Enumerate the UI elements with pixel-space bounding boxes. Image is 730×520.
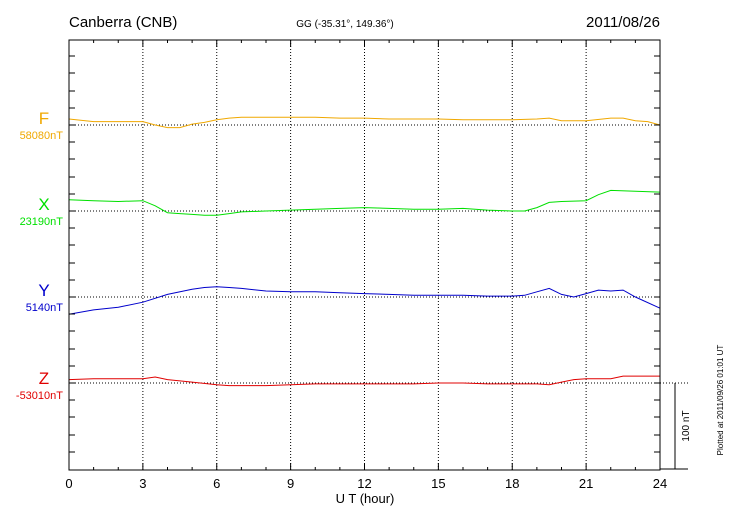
baseline-label-f: 58080nT xyxy=(20,130,64,142)
x-tick-label: 21 xyxy=(579,476,593,491)
component-labels: F 58080nT X 23190nT Y 5140nT Z -53010nT xyxy=(16,109,63,402)
legend-z: Z xyxy=(39,369,49,388)
baseline-label-x: 23190nT xyxy=(20,216,64,228)
x-tick-labels: 0 3 6 9 12 15 18 21 24 xyxy=(65,476,667,491)
scale-bar: 100 nT xyxy=(660,383,692,470)
x-tick-label: 0 xyxy=(65,476,72,491)
x-axis-label: U T (hour) xyxy=(336,491,395,506)
x-tick-label: 15 xyxy=(431,476,445,491)
legend-f: F xyxy=(39,109,49,128)
x-tick-label: 3 xyxy=(139,476,146,491)
date-label: 2011/08/26 xyxy=(586,14,660,31)
gridlines xyxy=(142,40,587,470)
series-line-x xyxy=(68,189,661,216)
plotted-at-note: Plotted at 2011/09/26 01:01 UT xyxy=(716,345,725,456)
series-line-f xyxy=(68,116,661,129)
coordinates-label: GG (-35.31°, 149.36°) xyxy=(296,19,394,30)
station-title: Canberra (CNB) xyxy=(69,14,177,31)
x-tick-label: 6 xyxy=(213,476,220,491)
baseline-label-z: -53010nT xyxy=(16,390,63,402)
baseline-label-y: 5140nT xyxy=(26,302,64,314)
series-line-y xyxy=(68,286,661,315)
x-tick-label: 12 xyxy=(357,476,371,491)
x-tick-label: 9 xyxy=(287,476,294,491)
plot-frame xyxy=(68,39,661,471)
axis-ticks xyxy=(68,40,661,470)
x-tick-label: 24 xyxy=(653,476,667,491)
series-lines xyxy=(68,116,661,387)
series-line-z xyxy=(68,375,660,387)
legend-y: Y xyxy=(38,281,49,300)
x-tick-label: 18 xyxy=(505,476,519,491)
baselines xyxy=(69,124,688,384)
scale-bar-label: 100 nT xyxy=(681,410,692,441)
legend-x: X xyxy=(38,195,49,214)
